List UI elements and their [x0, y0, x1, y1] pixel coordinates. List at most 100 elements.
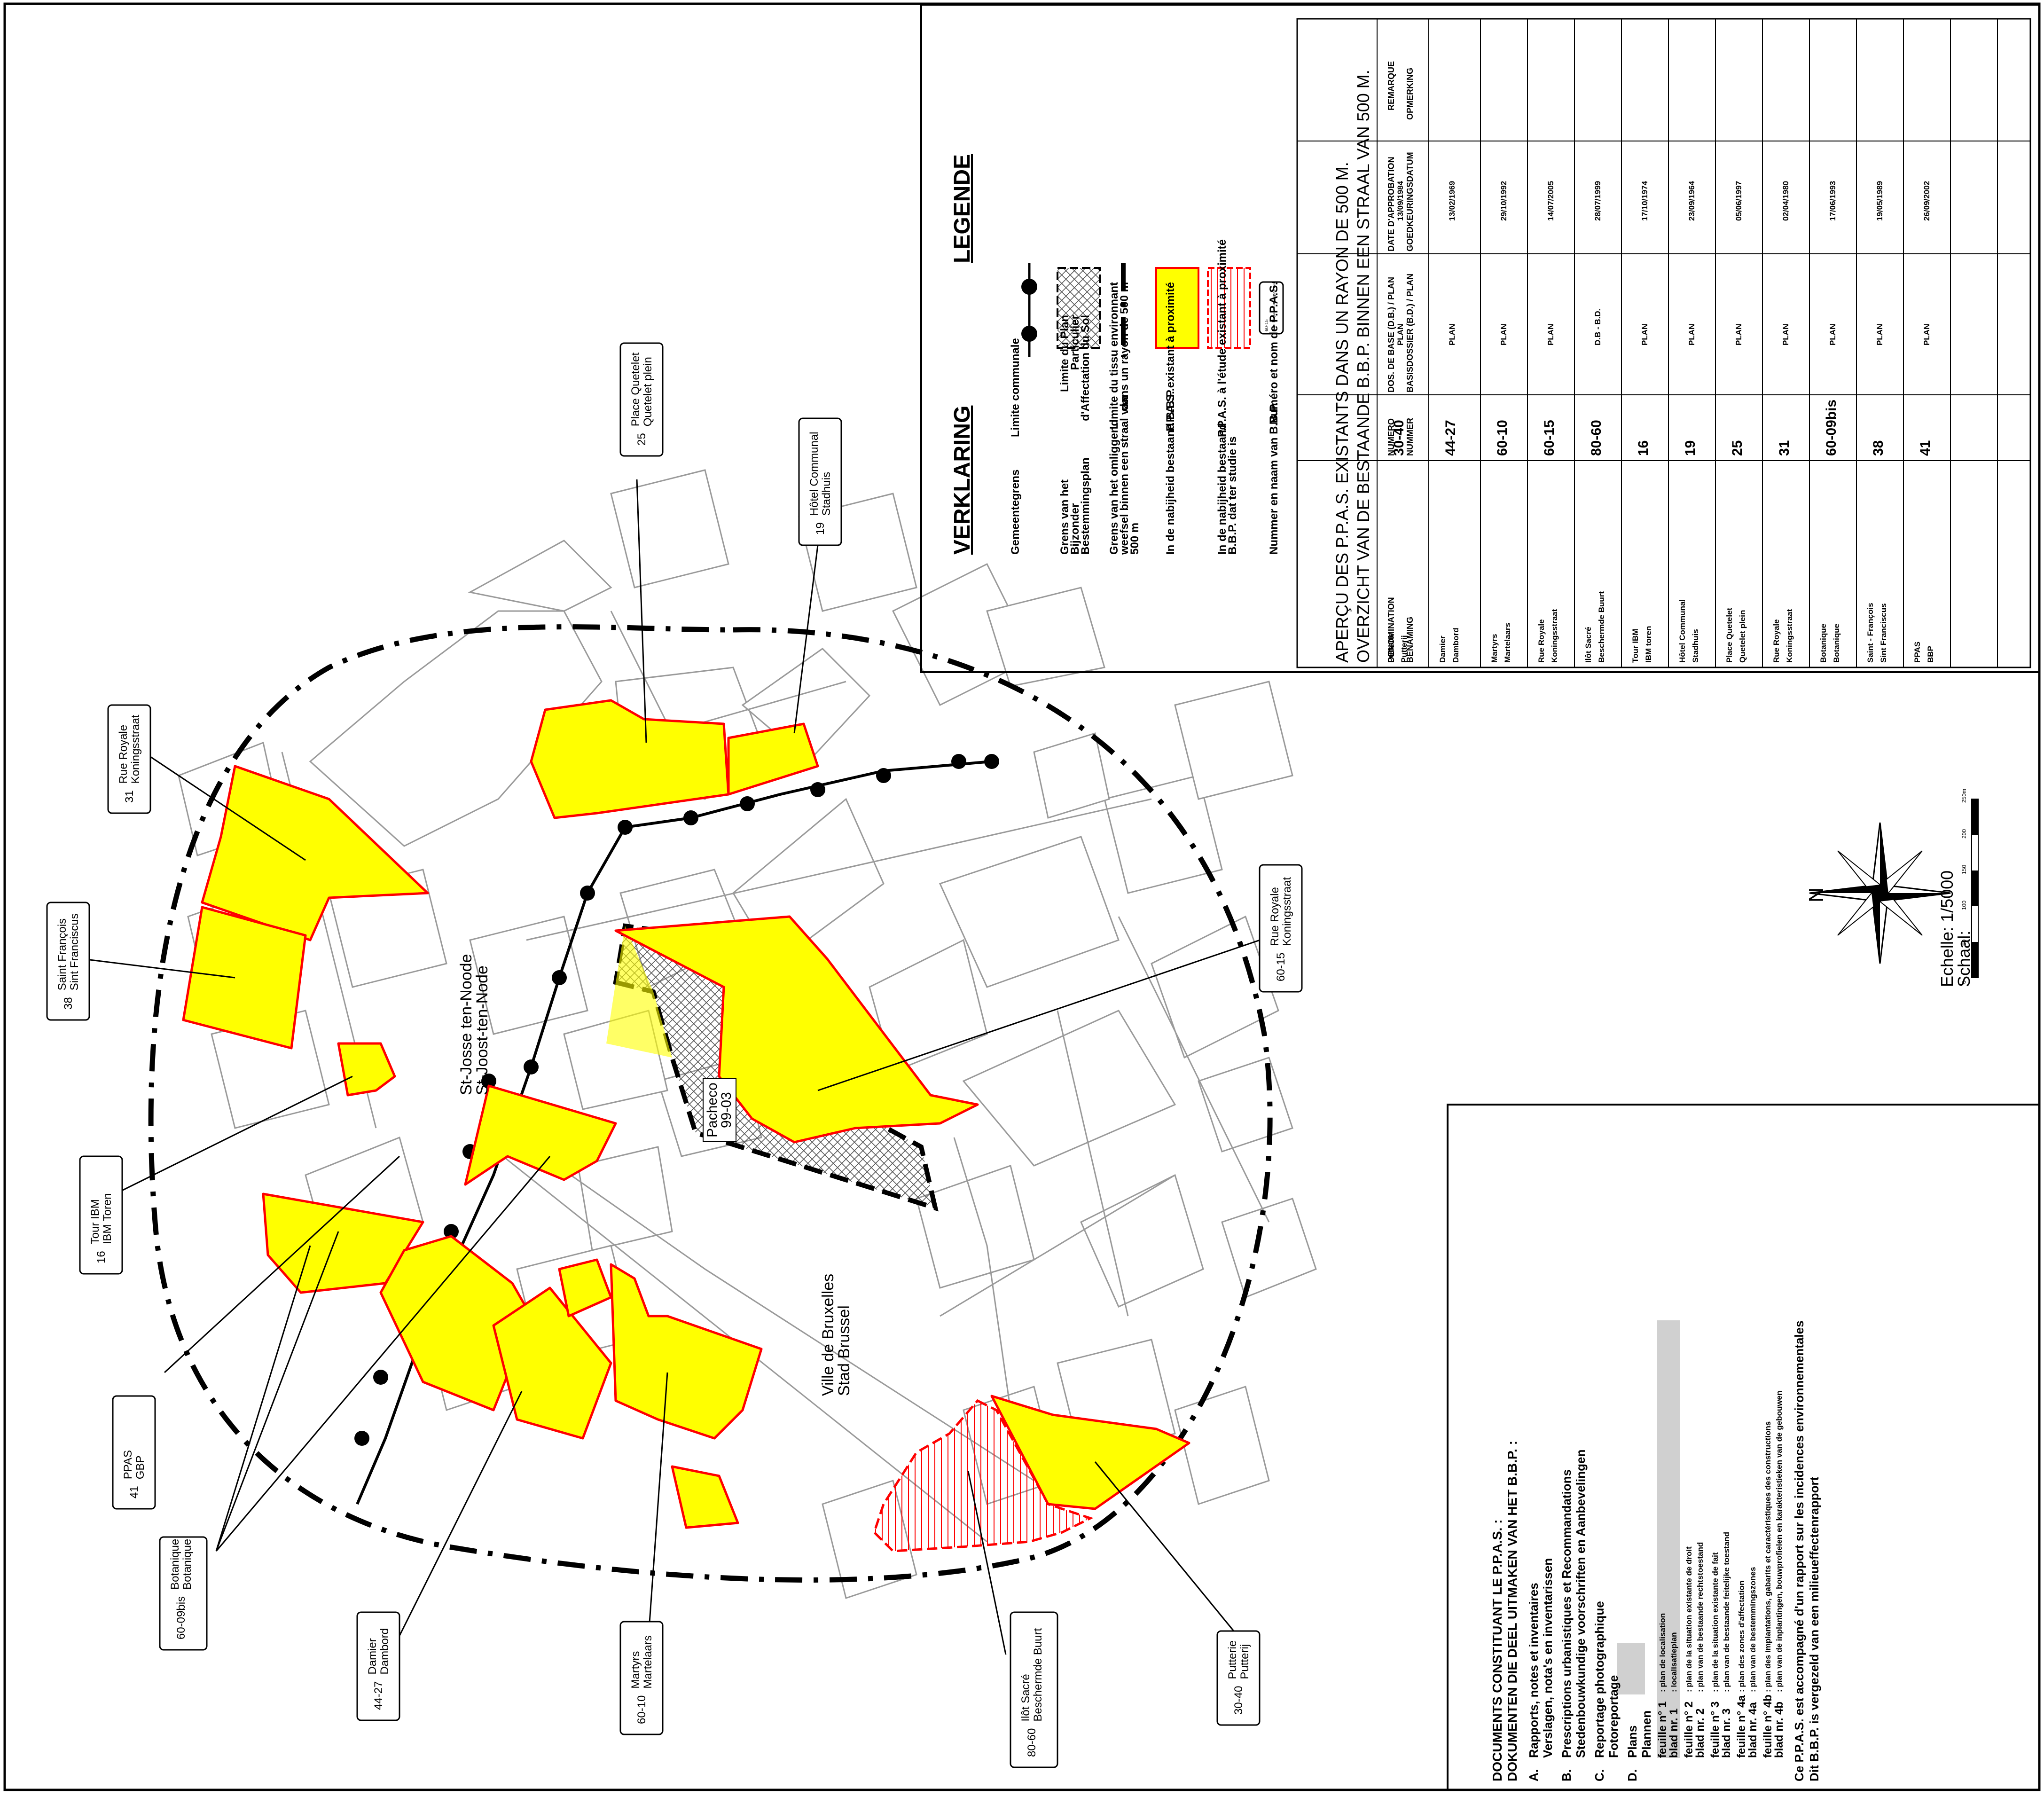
sheet-nl: : localisatieplan [1669, 1632, 1678, 1692]
section-letter: C. [1592, 1769, 1606, 1781]
table-cell-number: 60-15 [1542, 420, 1557, 456]
table-cell-denomination-nl: Stadhuis [1691, 629, 1700, 663]
legend-item-nl: In de nabijheid bestaand B.B.P. [1164, 388, 1177, 555]
section-text: Rapports, notes et inventaires Verslagen,… [1527, 1558, 1555, 1758]
documents-sheet: feuille n° 1 blad nr. 1: plan de localisa… [1656, 1320, 1680, 1758]
callout-41: 41 PPAS GBP [117, 1444, 151, 1504]
ppas-area-60-10b [610, 1263, 763, 1440]
table-cell-block: Martyrs [1490, 634, 1499, 663]
sheet-nl: : plan van de bestemmingszones [1748, 1567, 1757, 1692]
scale-tick-label: 50 [1961, 939, 1967, 946]
documents-title-nl: DOKUMENTEN DIE DEEL UITMAKEN VAN HET B.B… [1505, 1441, 1519, 1781]
table-cell-type: PLAN [1396, 323, 1405, 345]
callout-number: 60-09bis [175, 1596, 188, 1639]
table-cell-type: PLAN [1781, 323, 1790, 345]
callout-name-nl: Botanique [181, 1538, 194, 1590]
th-dos-nl-block: BASISDOSSIER (B.D.) / PLAN [1405, 274, 1415, 392]
callout-leaders [82, 479, 1274, 1655]
callout-60-09bis: 60-09bis Botanique Botanique [164, 1533, 198, 1645]
legend-item-nl: Grens van het omliggend weefsel binnen e… [1108, 395, 1141, 555]
table-cell-block: 19/05/1989 [1875, 181, 1885, 221]
documents-frame [1447, 1104, 2040, 1791]
table-cell-block: Putterij [1400, 635, 1409, 663]
callout-names: Place Quetelet Quetelet plein [629, 353, 654, 426]
table-cell-denomination-fr: Place Quetelet [1725, 607, 1734, 663]
study-area-overlap [606, 926, 672, 1058]
callout-names: Saint François Sint Franciscus [56, 913, 81, 990]
callout-name-nl: Dambord [378, 1628, 391, 1675]
legend-item-fr: Limite du Plan Particulier d'Affectation… [1058, 315, 1092, 421]
scale-tick-label: 200 [1961, 829, 1967, 839]
sheet-fr-no: feuille n° 2 [1683, 1701, 1695, 1758]
table-cell-type: PLAN [1640, 323, 1649, 345]
table-header-fr: REMARQUE [1386, 61, 1396, 110]
table-header-fr: DATE D'APPROBATION [1386, 157, 1396, 251]
th-rem-nl-block: OPMERKING [1405, 68, 1415, 120]
table-cell-type: PLAN [1687, 323, 1696, 345]
table-cell-number: 80-60 [1589, 420, 1604, 456]
table-title-nl-block: OVERZICHT VAN DE BESTAANDE B.B.P. BINNEN… [1354, 70, 1373, 663]
table-header-nl: GOEDKEURINGSDATUM [1405, 152, 1415, 251]
callout-25: 25 Place Quetelet Quetelet plein [625, 347, 659, 451]
table-cell-type: PLAN [1448, 323, 1457, 345]
legend-tag-sample-num: 60-15 [1264, 319, 1269, 331]
section-nl: Plannen [1639, 1710, 1653, 1758]
table-cell-block: Rue Royale [1772, 619, 1781, 663]
legend-item-1-fr-block: Limite communale [1009, 338, 1022, 437]
table-cell-number: 31 [1777, 440, 1792, 456]
documents-sections: A. Rapports, notes et inventaires Verslage… [1527, 1320, 1653, 1781]
radius-500m-boundary [148, 624, 1273, 1583]
documents-sheet: feuille n° 3 blad nr. 3: plan de la situa… [1709, 1320, 1733, 1758]
table-cell-denomination-fr: Botanique [1819, 623, 1828, 663]
callout-name-nl: Koningsstraat [129, 714, 142, 784]
section-fr: Prescriptions urbanistiques et Recommand… [1559, 1469, 1574, 1758]
table-cell-date: 13/09/1984 [1396, 180, 1405, 221]
scale-tick-label: 150 [1961, 864, 1967, 874]
callout-name-fr: PPAS [122, 1450, 134, 1480]
table-cell-block: 16 [1636, 440, 1652, 456]
documents-sheets: feuille n° 1 blad nr. 1: plan de localisa… [1656, 1320, 1786, 1781]
table-cell-denomination-fr: Damier [1438, 635, 1447, 663]
table-header-fr: DOS. DE BASE (D.B.) / PLAN [1386, 276, 1396, 392]
documents-title-fr: DOCUMENTS CONSTITUANT LE P.P.A.S. : [1490, 1519, 1504, 1781]
table-cell-block: 17/10/1974 [1640, 181, 1650, 221]
table-cell-date: 26/09/2002 [1922, 180, 1931, 221]
legend-item-4-nl-block: In de nabijheid bestaand B.B.P. [1164, 388, 1177, 555]
legend-frame [920, 4, 2040, 673]
table-cell-date: 13/02/1969 [1448, 180, 1457, 221]
sheet-numbers: feuille n° 1 blad nr. 1 [1656, 1692, 1680, 1758]
table-cell-denomination-nl: Beschermde Buurt [1597, 591, 1606, 663]
table-cell-block: 60-09bis [1824, 400, 1840, 456]
ppas-area-80-60 [873, 1399, 1094, 1553]
ppas-area-19 [727, 722, 819, 796]
table-cell-block: Putterie [1386, 633, 1396, 663]
table-cell-block: 19 [1683, 440, 1699, 456]
sheet-fr-no: feuille n° 3 [1709, 1701, 1722, 1758]
callout-number: 41 [128, 1486, 141, 1498]
table-cell-block: Koningsstraat [1550, 609, 1559, 663]
callout-names: Putterie Putterij [1226, 1640, 1251, 1679]
callout-name-nl: IBM Toren [101, 1193, 114, 1245]
sheet-descriptions: : plan de localisation: localisatieplan [1657, 1613, 1680, 1692]
sheet-descriptions: : plan des zones d'affectation: plan van… [1736, 1567, 1759, 1692]
sheet-descriptions: : plan de la situation existante de droi… [1684, 1542, 1706, 1692]
documents-section: D. Plans Plannen [1625, 1320, 1653, 1781]
legend-tag-sample-name-block: Rue Royale Koningsstraat [1271, 282, 1277, 331]
legend-title-fr: LEGENDE [950, 154, 975, 263]
legend-item-fr: Limite communale [1009, 338, 1022, 437]
table-cell-denomination-nl: Martelaars [1503, 622, 1512, 663]
callout-name-fr: Tour IBM [89, 1199, 102, 1245]
section-letter: D. [1625, 1769, 1639, 1781]
table-cell-denomination-nl: Koningsstraat [1785, 609, 1794, 663]
sheet-fr: : plan des implantations, gabarits et ca… [1763, 1421, 1772, 1692]
section-fr: Reportage photographique [1592, 1601, 1606, 1758]
table-cell-denomination-fr: Ilôt Sacré [1584, 627, 1593, 663]
table-cell-block: 60-10 [1495, 420, 1511, 456]
table-cell-denomination-nl: Koningsstraat [1550, 609, 1559, 663]
table-cell-denomination-fr: Rue Royale [1772, 619, 1781, 663]
callout-31: 31 Rue Royale Koningsstraat [113, 709, 147, 808]
table-cell-block: Tour IBM [1631, 629, 1640, 663]
callout-name-nl: Beschermde Buurt [1032, 1628, 1044, 1722]
city-label-block: Ville de Bruxelles Stad Brussel [819, 1274, 853, 1396]
sheet-nl-no: blad nr. 1 [1668, 1708, 1680, 1758]
